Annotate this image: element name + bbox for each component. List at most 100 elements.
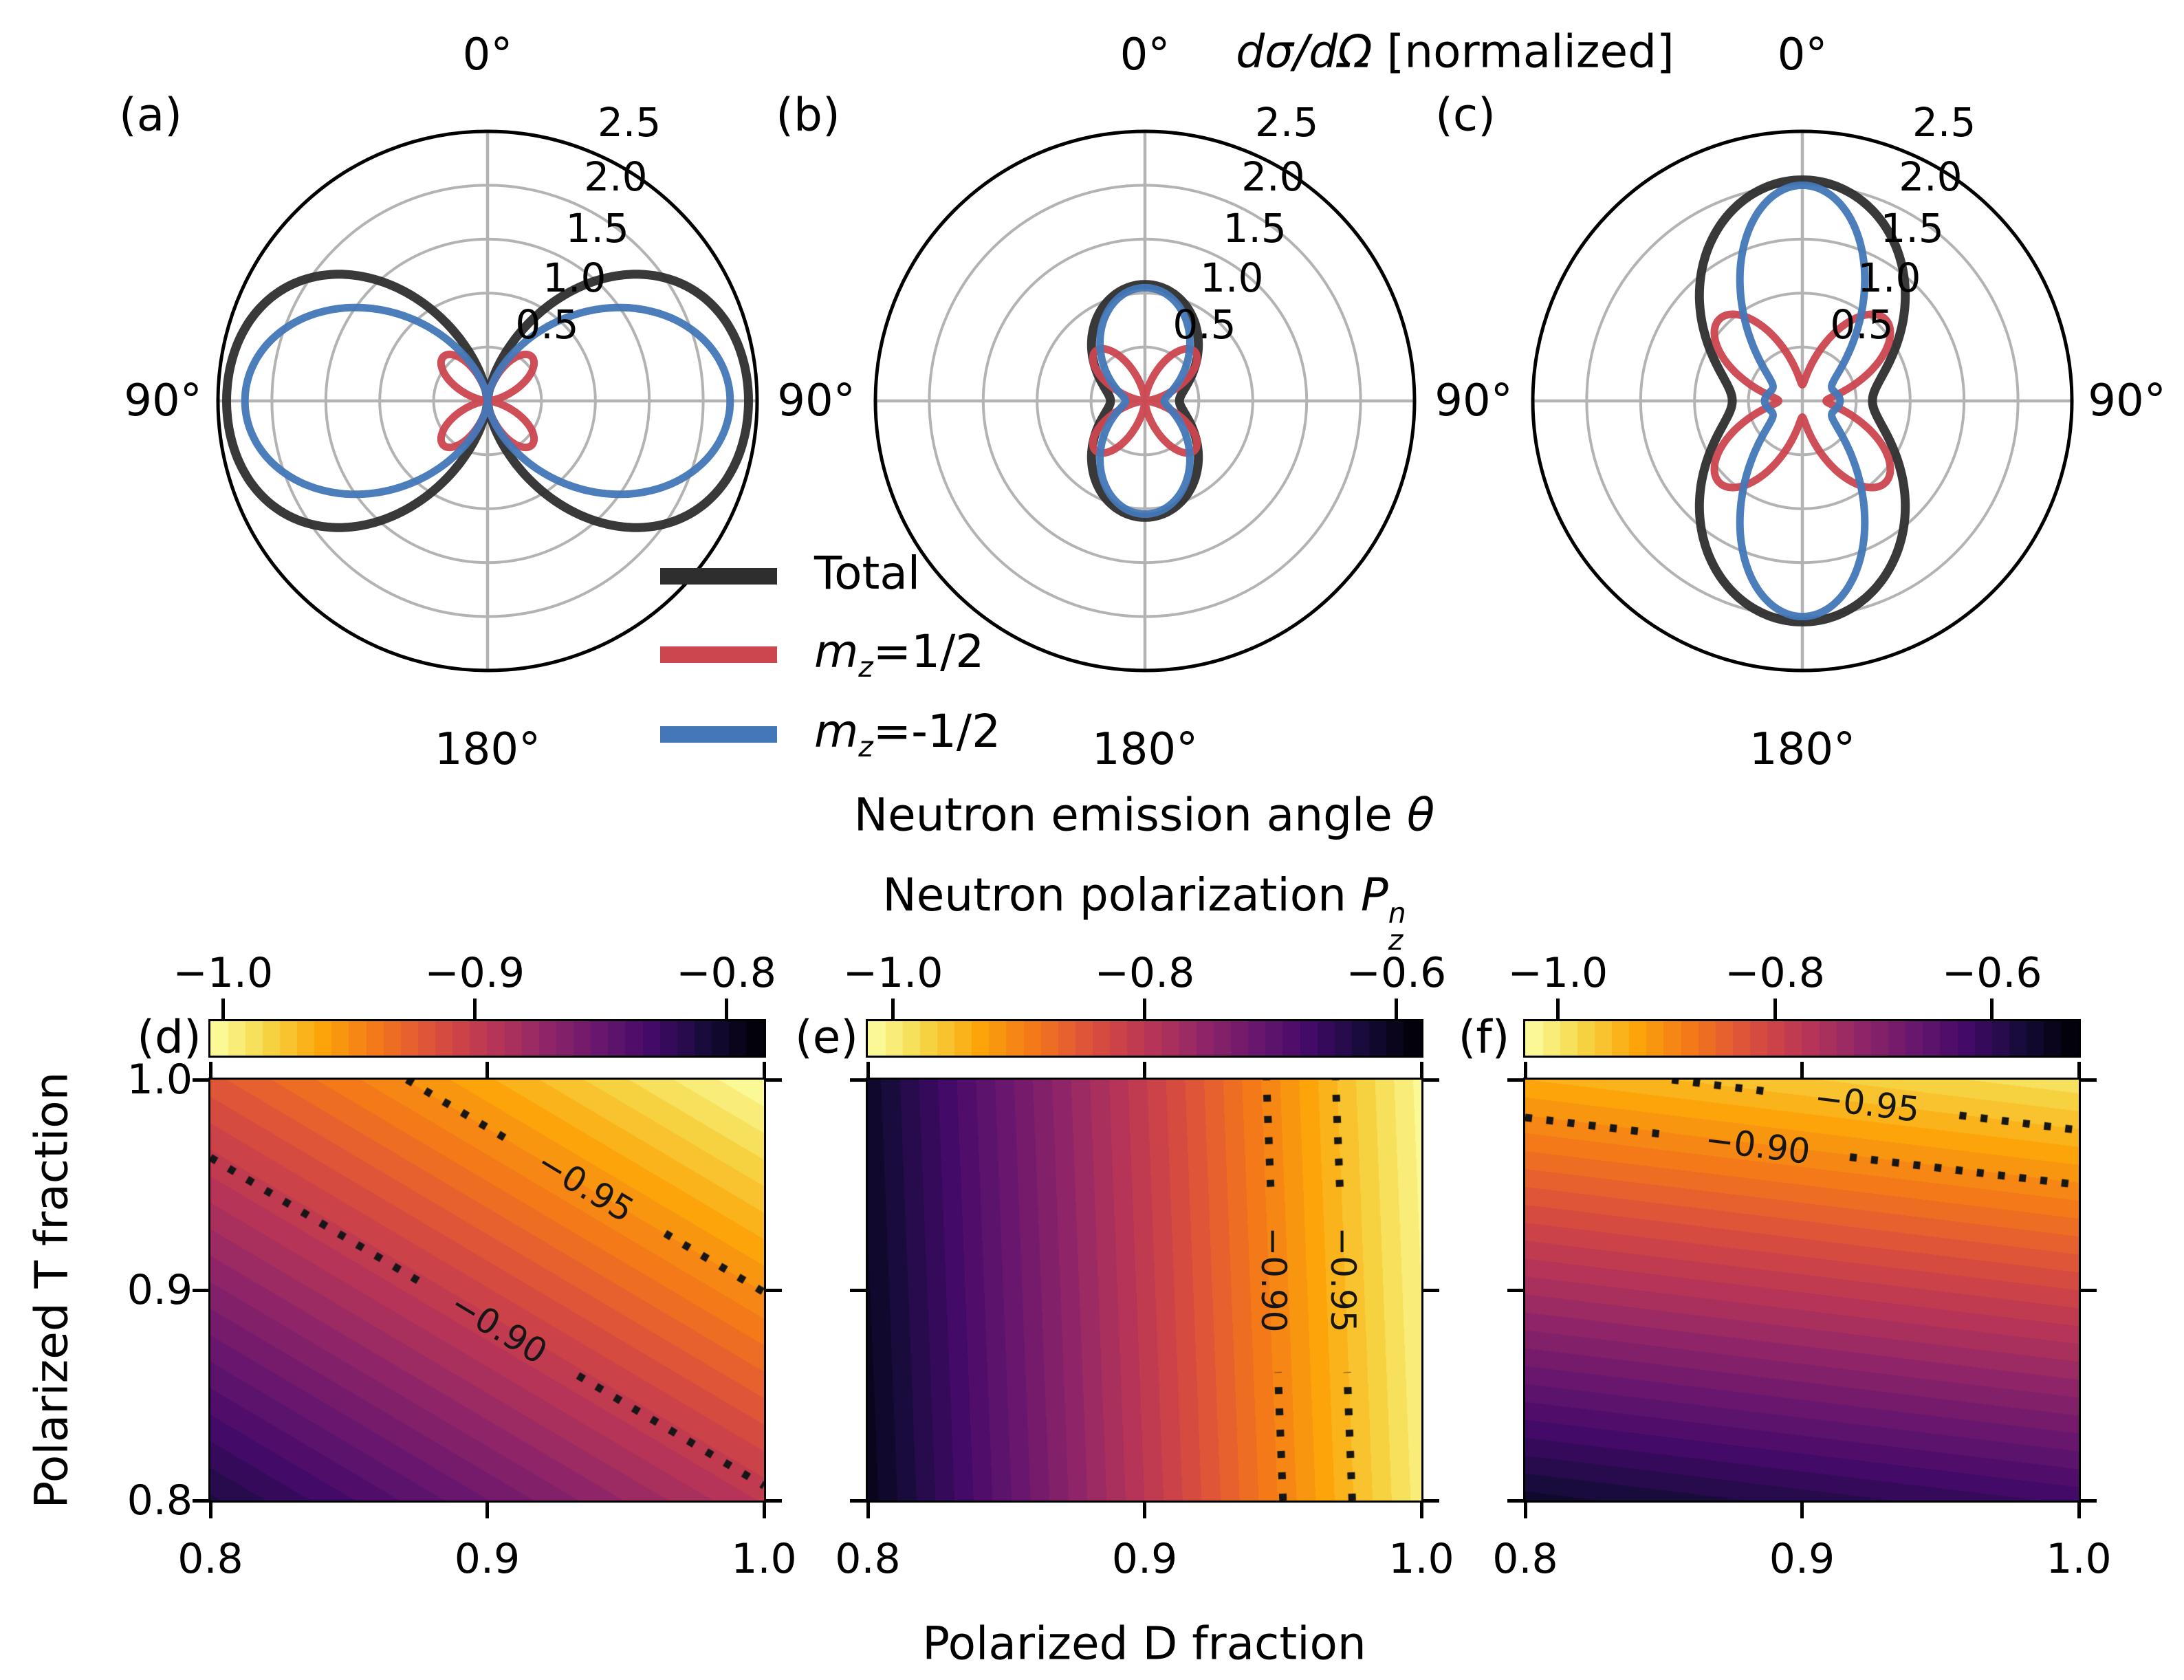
ytick-right-f [2079, 1498, 2097, 1503]
xtick-top-d [208, 1062, 212, 1080]
xtick-bottom-d [208, 1501, 212, 1518]
radial-tick-label-b-2.0: 2.0 [1241, 153, 1305, 200]
panel-letter-b: (b) [776, 88, 840, 142]
panel-letter-e: (e) [794, 1010, 859, 1064]
colorbar-tick-label-f-−0.6: −0.6 [1941, 949, 2042, 997]
xtick-bottom-d [485, 1501, 489, 1518]
colorbar-tick-f [1555, 999, 1560, 1021]
radial-tick-label-c-1.0: 1.0 [1857, 254, 1921, 302]
legend-label-total: Total [814, 547, 921, 600]
top-axis-title-rest: [normalized] [1372, 25, 1674, 78]
radial-tick-label-a-2.0: 2.0 [584, 153, 648, 200]
dsigma-domega-math: dσ/dΩ [1236, 25, 1373, 78]
ytick-left-e [850, 1498, 868, 1503]
xtick-bottom-e [866, 1501, 870, 1518]
radial-tick-label-a-1.5: 1.5 [565, 205, 629, 252]
xtick-bottom-f [2077, 1501, 2081, 1518]
ytick-right-d [764, 1498, 782, 1503]
xtick-bottom-f [1523, 1501, 1527, 1518]
polar-outer-circle [216, 129, 759, 673]
radial-tick-label-c-2.5: 2.5 [1912, 99, 1976, 146]
xtick-label-d-0.8: 0.8 [177, 1535, 243, 1583]
P-symbol: P [1360, 868, 1388, 921]
xtick-label-e-0.9: 0.9 [1111, 1535, 1178, 1583]
xtick-bottom-d [762, 1501, 766, 1518]
legend-label-mz-minus: mz=-1/2 [814, 705, 1001, 764]
xtick-label-f-1.0: 1.0 [2046, 1535, 2112, 1583]
ytick-right-e [1421, 1288, 1439, 1292]
legend-entry-total: Total [660, 547, 920, 605]
top-axis-title: dσ/dΩ [normalized] [1236, 25, 1674, 78]
colorbar-tick-e [1394, 999, 1398, 1021]
radial-tick-label-c-0.5: 0.5 [1830, 301, 1894, 349]
polar-chart-b [873, 129, 1417, 673]
xtick-top-f [1800, 1062, 1804, 1080]
ytick-label-d-0.8: 0.8 [127, 1476, 193, 1525]
angle-label-180-a: 180° [434, 724, 541, 775]
ytick-left-f [1507, 1288, 1525, 1292]
polar-outer-circle [1531, 129, 2074, 673]
colorbar-tick-label-e-−1.0: −1.0 [842, 949, 943, 997]
polar-chart-a [216, 129, 759, 673]
colorbar-tick-d [472, 999, 477, 1021]
angle-label-0-a: 0° [462, 30, 513, 80]
ytick-left-f [1507, 1498, 1525, 1503]
heatmap-canvas-e [866, 1078, 1423, 1503]
colorbar-tick-label-f-−1.0: −1.0 [1507, 949, 1608, 997]
x-axis-label-D-fraction: Polarized D fraction [922, 1617, 1366, 1670]
polar-curve-mz-1-2-a [241, 303, 734, 499]
xtick-label-e-0.8: 0.8 [835, 1535, 901, 1583]
colorbar-tick-label-d-−0.8: −0.8 [676, 949, 776, 997]
polar-panel-c [1519, 118, 2086, 684]
radial-tick-label-a-0.5: 0.5 [515, 301, 579, 349]
ytick-right-d [764, 1288, 782, 1292]
ytick-left-f [1507, 1078, 1525, 1082]
contour-label-e-−0.90: −0.90 [1254, 1227, 1294, 1333]
angle-label-0-b: 0° [1120, 30, 1170, 80]
ytick-left-e [850, 1078, 868, 1082]
radial-tick-label-a-2.5: 2.5 [597, 99, 662, 146]
polar-curve-mz-1-2-c [1710, 310, 1894, 492]
radial-tick-label-a-1.0: 1.0 [543, 254, 607, 302]
radial-tick-label-c-1.5: 1.5 [1880, 205, 1944, 252]
polar-outer-circle [873, 129, 1417, 673]
angle-label-90-right-c: 90° [2088, 375, 2166, 426]
xtick-label-e-1.0: 1.0 [1388, 1535, 1454, 1583]
radial-tick-label-b-2.5: 2.5 [1254, 99, 1319, 146]
ytick-right-e [1421, 1498, 1439, 1503]
angle-label-180-c: 180° [1749, 724, 1856, 775]
angle-label-90-left-b: 90° [777, 375, 855, 426]
colorbar-canvas-d [208, 1019, 766, 1058]
colorbar-tick-e [891, 999, 895, 1021]
xtick-top-f [1523, 1062, 1527, 1080]
xtick-top-e [1419, 1062, 1423, 1080]
panel-letter-d: (d) [137, 1010, 201, 1064]
xtick-bottom-e [1419, 1501, 1423, 1518]
xtick-top-e [866, 1062, 870, 1080]
legend-swatch-total [660, 568, 777, 585]
colorbar-canvas-e [866, 1019, 1423, 1058]
panel-letter-c: (c) [1435, 88, 1496, 142]
ytick-label-d-1.0: 1.0 [127, 1056, 193, 1104]
polar-curve-mz-1-2-b [1089, 345, 1201, 457]
colorbar-tick-e [1143, 999, 1146, 1021]
panel-letter-a: (a) [119, 88, 182, 142]
panel-letter-f: (f) [1458, 1010, 1510, 1064]
ytick-left-d [193, 1078, 210, 1082]
radial-tick-label-b-0.5: 0.5 [1172, 301, 1236, 349]
angle-label-0-c: 0° [1777, 30, 1828, 80]
emission-angle-label: Neutron emission angle θ [853, 788, 1435, 842]
polar-panel-b [862, 118, 1428, 684]
xtick-top-e [1143, 1062, 1146, 1080]
angle-label-90-left-a: 90° [124, 375, 202, 426]
heatmap-canvas-d [208, 1078, 766, 1503]
xtick-bottom-e [1143, 1501, 1146, 1518]
polar-curve-mz-1-2-b [1096, 283, 1194, 519]
xtick-label-f-0.8: 0.8 [1492, 1535, 1558, 1583]
radial-tick-label-b-1.5: 1.5 [1223, 205, 1287, 252]
radial-tick-label-b-1.0: 1.0 [1200, 254, 1264, 302]
xtick-top-d [485, 1062, 489, 1080]
legend-swatch-mz-plus [660, 646, 777, 663]
